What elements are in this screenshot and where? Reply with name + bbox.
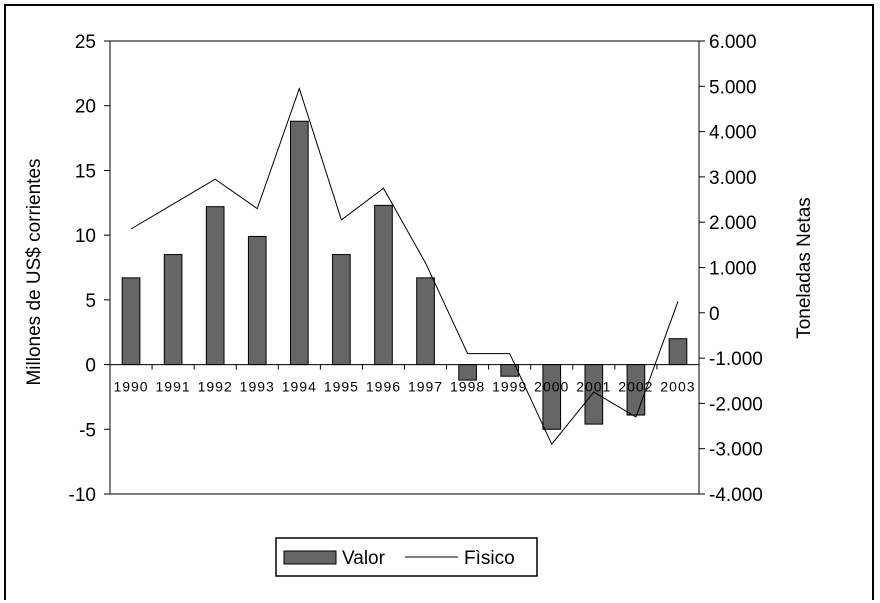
x-axis: 1990 1991 1992 1993 1994 1995 1996 1997 1998 1999… — [109, 364, 700, 395]
right-tick-label: 3.000 — [709, 168, 757, 189]
x-tick-label-1990: 1990 — [113, 379, 148, 395]
right-tick-label: -1.000 — [709, 349, 763, 370]
right-axis: 6.000 5.000 4.000 3.000 2.000 1.000 0 -1.000 -2.… — [698, 32, 763, 506]
bar-1996 — [374, 204, 393, 366]
left-tick-label: 5 — [85, 291, 96, 312]
legend-label-fisico: Fìsico — [464, 548, 515, 569]
x-tick-label-2000: 2000 — [534, 379, 569, 395]
right-axis-title: Toneladas Netas — [794, 197, 815, 339]
legend-label-valor: Valor — [342, 548, 386, 569]
fisico-line — [130, 86, 679, 446]
legend: Valor Fìsico — [275, 537, 538, 577]
right-tick-label: 5.000 — [709, 77, 757, 98]
x-tick-label-1992: 1992 — [198, 379, 233, 395]
left-tick-label: 10 — [75, 226, 96, 247]
fisico-series-line — [130, 86, 679, 446]
plot-area — [110, 40, 699, 495]
legend-swatch-valor — [283, 550, 337, 565]
bar-1994 — [289, 120, 309, 366]
left-tick-label: 0 — [85, 356, 96, 377]
x-tick-label-1991: 1991 — [156, 379, 191, 395]
right-tick-label: -2.000 — [709, 394, 763, 415]
x-tick-label-2002: 2002 — [618, 379, 653, 395]
left-axis: 25 20 15 10 5 0 -5 -10 — [69, 32, 111, 506]
bar-1997 — [416, 277, 435, 366]
left-tick-label: 15 — [75, 161, 96, 182]
x-tick-label-1999: 1999 — [492, 379, 527, 395]
left-tick-label: 25 — [75, 32, 96, 53]
right-tick-label: -4.000 — [709, 485, 763, 506]
x-tick-label-1994: 1994 — [282, 379, 317, 395]
chart-frame — [4, 4, 874, 600]
left-axis-title: Millones de US$ corrientes — [24, 158, 45, 385]
bar-2000 — [542, 364, 562, 430]
x-tick-label-1995: 1995 — [324, 379, 359, 395]
valor-bars — [121, 120, 688, 430]
left-tick-label: 20 — [75, 97, 96, 118]
x-tick-label-2001: 2001 — [576, 379, 611, 395]
left-tick-label: -5 — [79, 420, 96, 441]
bar-1992 — [205, 206, 225, 366]
x-tick-label-2003: 2003 — [660, 379, 695, 395]
right-tick-label: 4.000 — [709, 123, 757, 144]
right-tick-label: 0 — [709, 304, 720, 325]
left-tick-label: -10 — [69, 485, 96, 506]
x-tick-label-1996: 1996 — [366, 379, 401, 395]
x-tick-label-1993: 1993 — [240, 379, 275, 395]
x-tick-label-1997: 1997 — [408, 379, 443, 395]
bar-1990 — [121, 277, 141, 366]
right-tick-label: 6.000 — [709, 32, 757, 53]
right-tick-label: 2.000 — [709, 213, 757, 234]
right-tick-label: 1.000 — [709, 259, 757, 280]
right-tick-label: -3.000 — [709, 440, 763, 461]
bar-1993 — [247, 235, 267, 366]
x-tick-label-1998: 1998 — [450, 379, 485, 395]
bar-2003 — [668, 338, 688, 366]
bar-1995 — [332, 254, 351, 366]
bar-1991 — [163, 254, 183, 366]
